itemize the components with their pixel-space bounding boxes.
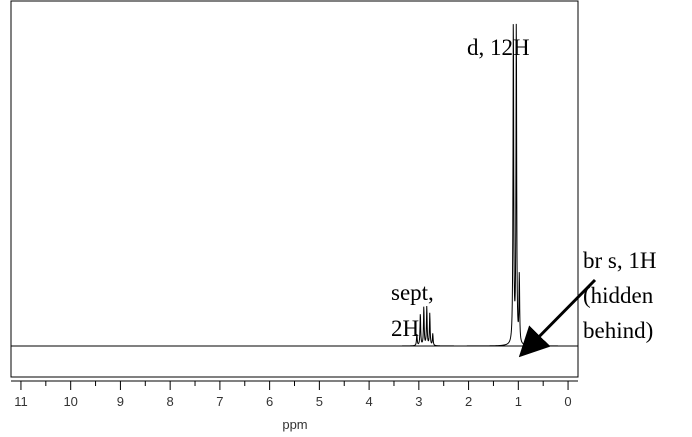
annotation-arrow	[518, 278, 597, 358]
x-tick-label: 5	[316, 394, 323, 409]
x-tick-label: 2	[465, 394, 472, 409]
x-tick-label: 9	[117, 394, 124, 409]
annotation-sept-2h: sept, 2H	[391, 280, 440, 341]
spectrum-trace	[11, 23, 578, 347]
x-tick-label: 0	[564, 394, 571, 409]
x-tick-label: 7	[216, 394, 223, 409]
plot-frame	[10, 0, 579, 378]
x-tick-label: 8	[167, 394, 174, 409]
x-axis-ticks	[20, 381, 569, 390]
annotation-d-12h: d, 12H	[467, 35, 530, 60]
x-tick-label: 11	[14, 394, 28, 409]
annotation-br-s-1h: br s, 1H (hidden behind)	[583, 248, 662, 343]
x-tick-label: 4	[365, 394, 372, 409]
x-tick-label: 1	[515, 394, 522, 409]
x-axis-title: ppm	[282, 417, 307, 432]
x-tick-label: 3	[415, 394, 422, 409]
x-tick-label: 6	[266, 394, 273, 409]
x-tick-label: 10	[63, 394, 77, 409]
x-axis-tick-labels: 11 10 9 8 7 6 5 4 3 2 1 0	[14, 394, 571, 409]
